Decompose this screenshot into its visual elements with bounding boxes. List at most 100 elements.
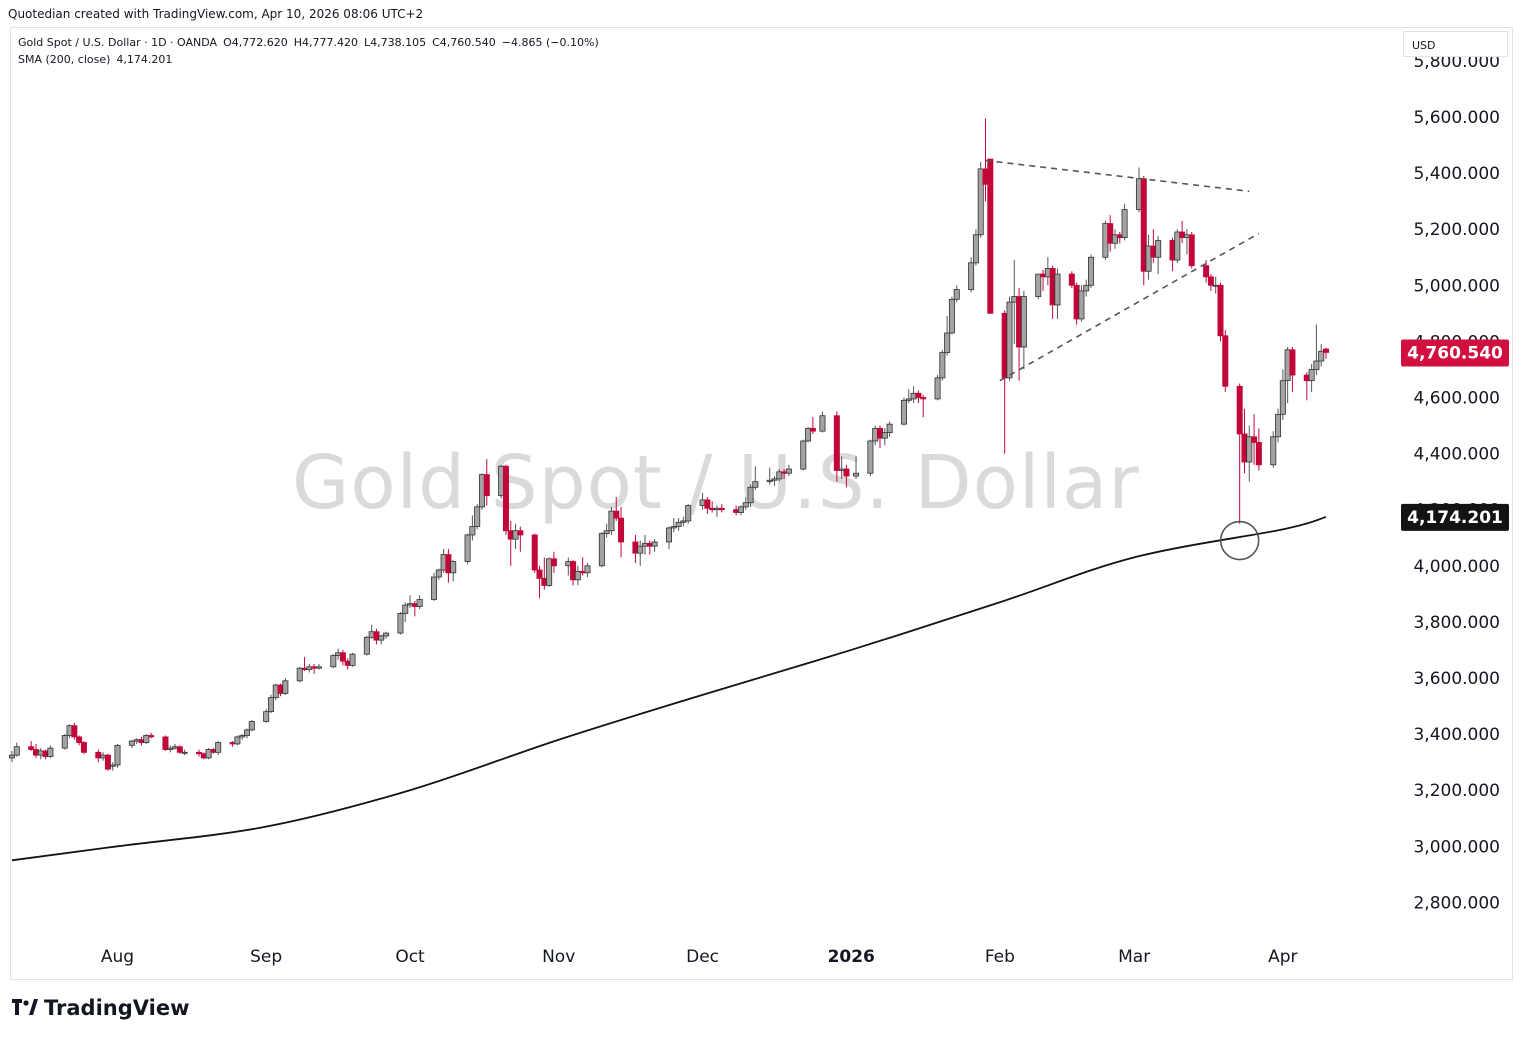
candle-body [1088, 256, 1095, 286]
candle-body [977, 168, 984, 236]
candle-body [148, 735, 155, 738]
candle-body [363, 636, 370, 655]
candle-body [685, 505, 692, 522]
candle-body [114, 744, 121, 766]
candle-body [1188, 234, 1195, 267]
candle-body [128, 740, 135, 746]
trendline [985, 159, 1250, 193]
candle-body [28, 746, 35, 750]
candle-body [1121, 209, 1128, 239]
candle-body [416, 599, 423, 607]
candle-body [1308, 369, 1315, 382]
candle-body [315, 666, 322, 669]
trendlines-layer [985, 159, 1260, 382]
candle-body [469, 526, 476, 536]
candle-body [181, 751, 188, 754]
time-tick-label: Aug [101, 947, 134, 967]
candle-body [800, 440, 807, 470]
candle-body [296, 667, 303, 682]
candle-body [584, 565, 591, 574]
candle-body [742, 502, 749, 508]
candle-body [670, 526, 677, 529]
candle-body [61, 735, 68, 749]
open-value: O4,772.620 [223, 36, 288, 49]
symbol-watermark: Gold Spot / U.S. Dollar [292, 440, 1140, 526]
candle-body [608, 510, 615, 532]
candle-body [752, 481, 759, 488]
candle-body [833, 415, 840, 471]
high-value: H4,777.420 [293, 36, 358, 49]
candle-body [987, 158, 994, 314]
candle-body [704, 499, 711, 509]
candle-body [776, 471, 783, 480]
candle-body [71, 725, 78, 738]
price-tick-label: 5,600.000 [1413, 108, 1500, 128]
trendline [999, 232, 1260, 382]
candle-body [618, 517, 625, 543]
candle-body [1313, 360, 1320, 370]
candle-body [450, 561, 457, 574]
candle-body [196, 751, 203, 755]
candle-body [1006, 301, 1013, 379]
currency-selector[interactable]: USD [1403, 31, 1508, 57]
candle-body [737, 506, 744, 513]
chart-frame [10, 27, 1513, 980]
tradingview-logo[interactable]: TradingView [12, 996, 189, 1020]
candle-body [474, 506, 481, 527]
candle-body [162, 736, 169, 750]
tradingview-logo-icon [12, 996, 38, 1020]
candle-body [8, 754, 15, 759]
candle-body [80, 742, 87, 753]
candle-body [574, 571, 581, 581]
candle-body [378, 635, 385, 641]
time-tick-label: Feb [985, 947, 1015, 967]
candle-body [1246, 436, 1253, 463]
candle-body [853, 472, 860, 477]
candle-body [747, 486, 754, 504]
symbol-label[interactable]: Gold Spot / U.S. Dollar · 1D · OANDA [18, 36, 218, 49]
candle-body [1289, 349, 1296, 376]
price-tick-label: 5,400.000 [1413, 164, 1500, 184]
candle-body [1203, 265, 1210, 278]
last-price-tag-bg [1401, 339, 1509, 367]
candle-body [805, 427, 812, 442]
price-tags: 4,760.540 4,174.201 [1401, 339, 1509, 531]
sma-value: 4,174.201 [116, 53, 173, 66]
candle-body [944, 332, 951, 354]
candle-body [1020, 296, 1027, 348]
candle-body [104, 754, 111, 770]
candle-body [1155, 240, 1162, 258]
candle-body [1035, 273, 1042, 297]
time-tick-label: Sep [250, 947, 282, 967]
sma-label[interactable]: SMA (200, close) [18, 53, 111, 66]
candle-body [939, 352, 946, 379]
price-tick-label: 5,200.000 [1413, 220, 1500, 240]
candle-body [819, 415, 826, 432]
price-tick-label: 4,600.000 [1413, 389, 1500, 409]
candle-body [243, 729, 250, 736]
last-price-tag-label: 4,760.540 [1407, 343, 1503, 363]
candle-body [1111, 234, 1118, 244]
candle-body [905, 398, 912, 401]
time-tick-label: Dec [686, 947, 719, 967]
candle-body [502, 465, 509, 532]
price-tick-label: 3,600.000 [1413, 669, 1500, 689]
candle-body [867, 440, 874, 474]
candle-body [546, 558, 553, 586]
candle-body [402, 604, 409, 614]
candle-body [953, 289, 960, 300]
candle-body [1318, 350, 1325, 362]
ohlc-legend-row: Gold Spot / U.S. Dollar · 1D · OANDA O4,7… [18, 34, 605, 51]
time-tick-label: Mar [1118, 947, 1150, 967]
candle-body [766, 479, 773, 483]
candle-body [886, 423, 893, 433]
change-value: −4.865 (−0.10%) [501, 36, 599, 49]
candle-body [843, 468, 850, 477]
candle-body [239, 735, 246, 738]
candle-body [1207, 276, 1214, 286]
candle-body [771, 478, 778, 481]
candle-body [1275, 413, 1282, 438]
price-axis: 5,800.0005,600.0005,400.0005,200.0005,00… [1413, 52, 1500, 914]
candle-body [881, 432, 888, 439]
